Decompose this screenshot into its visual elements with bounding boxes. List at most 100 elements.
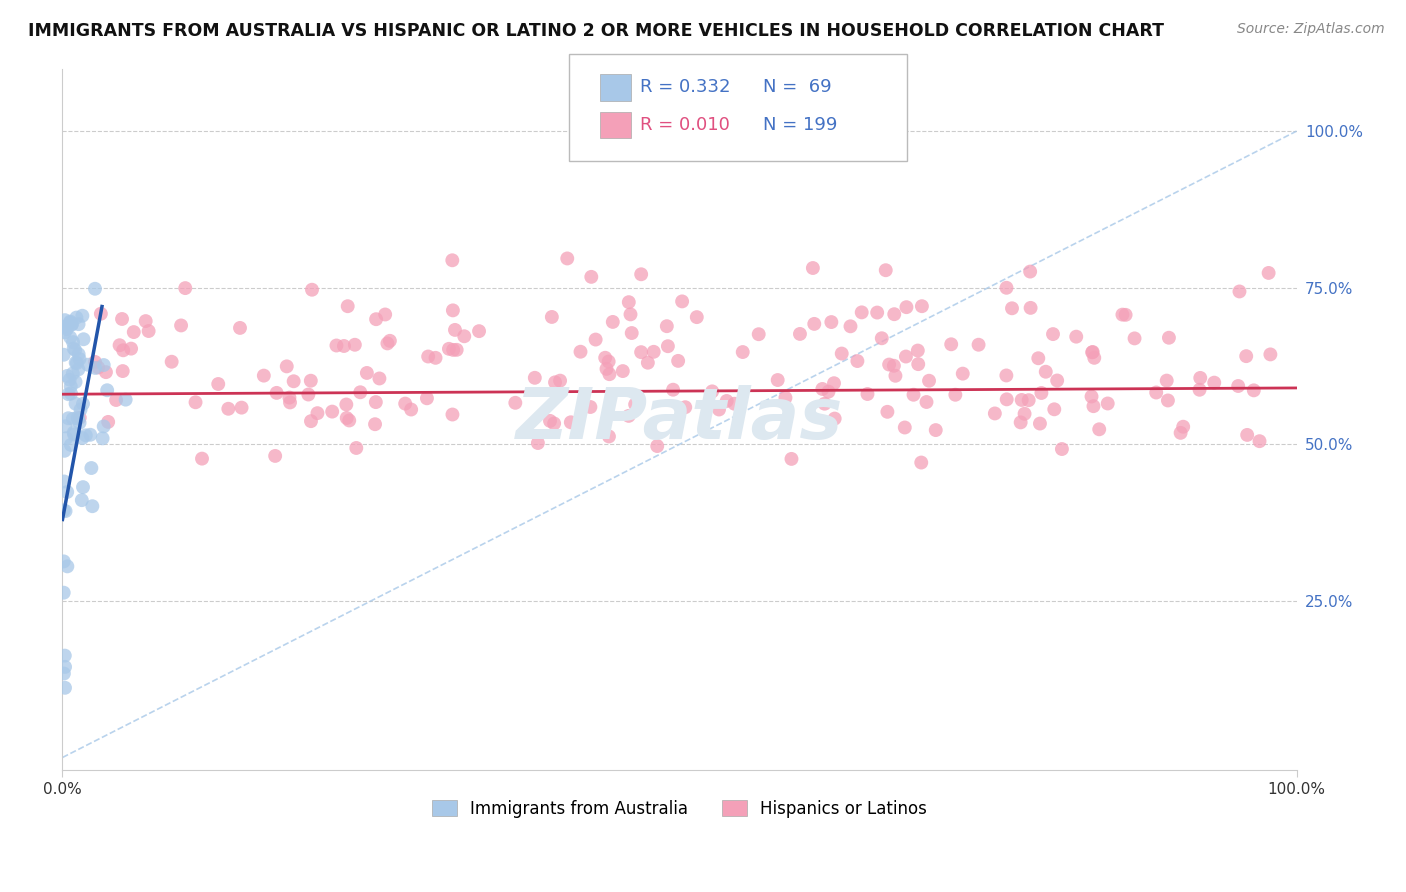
Point: [55, 504, 77, 518]
Point: [544, 376, 567, 390]
Point: [851, 305, 873, 319]
Point: [846, 354, 869, 368]
Point: [686, 310, 709, 325]
Point: [894, 350, 917, 364]
Point: [79, 427, 101, 442]
Point: [325, 338, 347, 352]
Point: [637, 356, 659, 370]
Point: [548, 374, 571, 388]
Point: [53, 326, 76, 340]
Point: [418, 350, 440, 364]
Point: [69, 410, 91, 425]
Point: [1080, 389, 1102, 403]
Point: [62, 335, 84, 350]
Point: [995, 368, 1018, 383]
Point: [364, 395, 387, 409]
Point: [378, 334, 401, 348]
Point: [112, 343, 135, 358]
Point: [1083, 399, 1105, 413]
Point: [344, 441, 367, 455]
Point: [883, 359, 905, 373]
Point: [645, 439, 668, 453]
Point: [543, 417, 565, 431]
Point: [952, 367, 974, 381]
Point: [399, 402, 422, 417]
Point: [65, 310, 87, 325]
Point: [53, 681, 76, 695]
Point: [63, 343, 86, 357]
Point: [1234, 349, 1257, 363]
Point: [619, 307, 641, 321]
Point: [59, 330, 82, 344]
Point: [1035, 365, 1057, 379]
Point: [723, 397, 745, 411]
Point: [617, 295, 640, 310]
Point: [866, 305, 889, 319]
Point: [943, 388, 966, 402]
Point: [716, 394, 738, 409]
Point: [441, 408, 464, 422]
Point: [1050, 442, 1073, 456]
Point: [903, 388, 925, 402]
Point: [229, 321, 252, 335]
Point: [90, 307, 112, 321]
Point: [569, 344, 592, 359]
Text: N = 199: N = 199: [763, 116, 838, 134]
Point: [67, 347, 90, 361]
Point: [894, 420, 917, 434]
Point: [122, 325, 145, 339]
Point: [253, 368, 276, 383]
Point: [666, 354, 689, 368]
Point: [377, 336, 399, 351]
Point: [1144, 385, 1167, 400]
Point: [343, 338, 366, 352]
Point: [75, 428, 97, 442]
Point: [364, 417, 387, 432]
Point: [59, 316, 82, 330]
Point: [59, 438, 82, 452]
Point: [87, 360, 110, 375]
Point: [59, 314, 82, 328]
Point: [67, 362, 90, 376]
Point: [540, 310, 562, 324]
Point: [299, 414, 322, 428]
Point: [823, 376, 845, 391]
Point: [278, 391, 301, 405]
Point: [1081, 345, 1104, 359]
Point: [925, 423, 948, 437]
Point: [111, 312, 134, 326]
Point: [66, 410, 89, 425]
Point: [335, 397, 357, 411]
Point: [468, 324, 491, 338]
Point: [283, 374, 305, 388]
Point: [231, 401, 253, 415]
Point: [217, 401, 239, 416]
Point: [1170, 425, 1192, 440]
Point: [884, 368, 907, 383]
Point: [1014, 407, 1036, 421]
Point: [1097, 396, 1119, 410]
Point: [374, 308, 396, 322]
Point: [824, 411, 846, 425]
Point: [53, 660, 76, 674]
Point: [111, 364, 134, 378]
Point: [301, 283, 323, 297]
Point: [1026, 351, 1049, 366]
Point: [883, 307, 905, 321]
Point: [444, 323, 467, 337]
Point: [63, 427, 86, 442]
Point: [441, 303, 464, 318]
Point: [598, 429, 620, 443]
Point: [1064, 329, 1087, 343]
Text: ZIPatlas: ZIPatlas: [516, 384, 844, 454]
Point: [96, 383, 118, 397]
Point: [1204, 376, 1226, 390]
Point: [811, 382, 834, 396]
Point: [1088, 422, 1111, 436]
Point: [789, 326, 811, 341]
Point: [995, 281, 1018, 295]
Point: [910, 456, 932, 470]
Point: [875, 263, 897, 277]
Point: [276, 359, 298, 374]
Point: [53, 419, 76, 434]
